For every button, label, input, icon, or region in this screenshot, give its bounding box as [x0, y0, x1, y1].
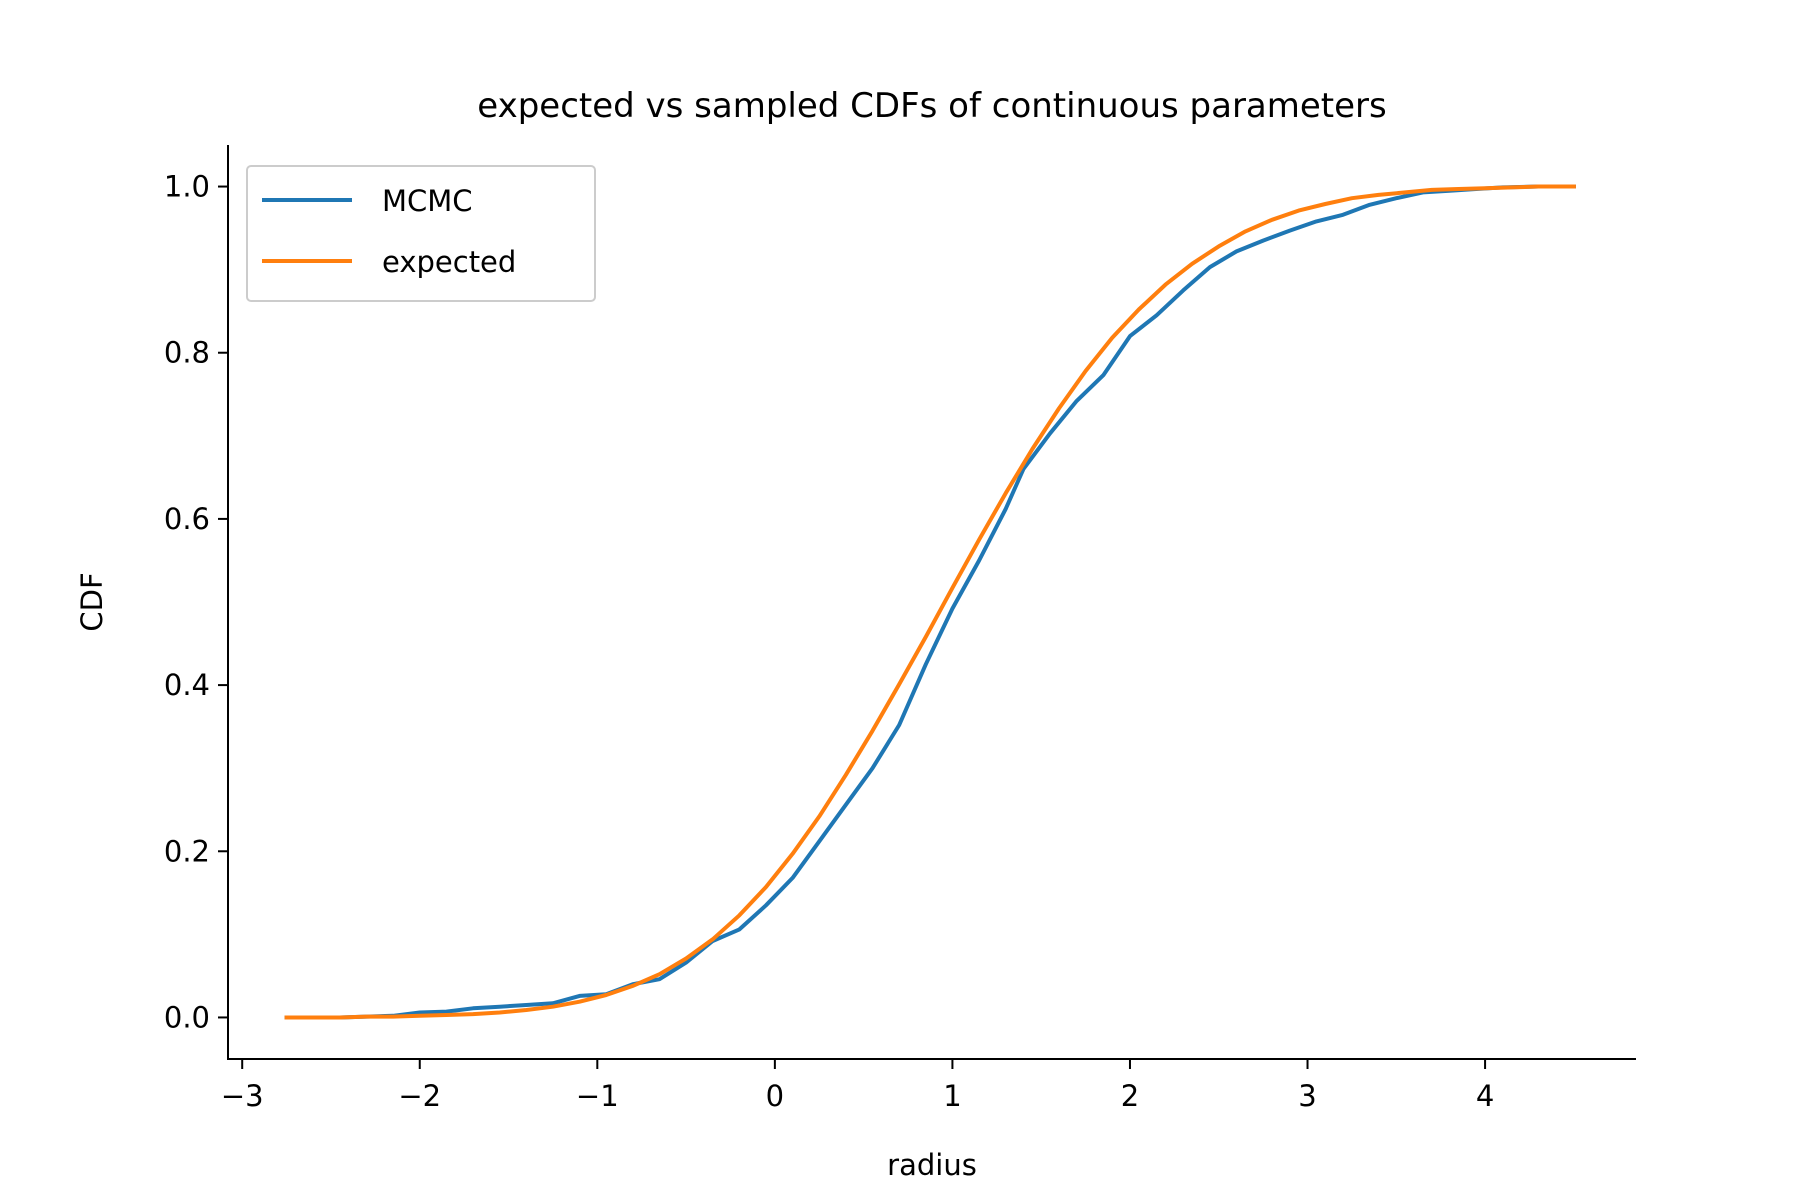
legend-label-mcmc: MCMC — [382, 184, 473, 218]
y-tick-label: 0.6 — [164, 502, 210, 536]
x-tick-label: −2 — [398, 1079, 441, 1113]
series-line-expected — [284, 184, 1576, 1020]
y-axis-label: CDF — [75, 572, 109, 631]
legend: MCMC expected — [246, 165, 596, 302]
x-axis-label: radius — [887, 1148, 977, 1182]
y-tick-label: 0.4 — [164, 668, 210, 702]
x-tick-label: 1 — [943, 1079, 961, 1113]
y-tick-label: 1.0 — [164, 170, 210, 204]
x-tick-label: −3 — [221, 1079, 264, 1113]
plot-area — [284, 184, 1576, 1020]
legend-label-expected: expected — [382, 245, 516, 279]
y-axis-ticks: 0.0 0.2 0.4 0.6 0.8 1.0 — [164, 170, 228, 1034]
y-tick-label: 0.2 — [164, 834, 210, 868]
chart-title: expected vs sampled CDFs of continuous p… — [477, 86, 1387, 126]
series-line-mcmc — [284, 184, 1576, 1020]
x-tick-label: 4 — [1476, 1079, 1494, 1113]
y-tick-label: 0.0 — [164, 1000, 210, 1034]
y-tick-label: 0.8 — [164, 336, 210, 370]
x-axis-ticks: −3 −2 −1 0 1 2 3 4 — [221, 1059, 1494, 1113]
x-tick-label: 2 — [1121, 1079, 1139, 1113]
x-tick-label: 3 — [1298, 1079, 1316, 1113]
x-tick-label: −1 — [576, 1079, 619, 1113]
x-tick-label: 0 — [766, 1079, 784, 1113]
